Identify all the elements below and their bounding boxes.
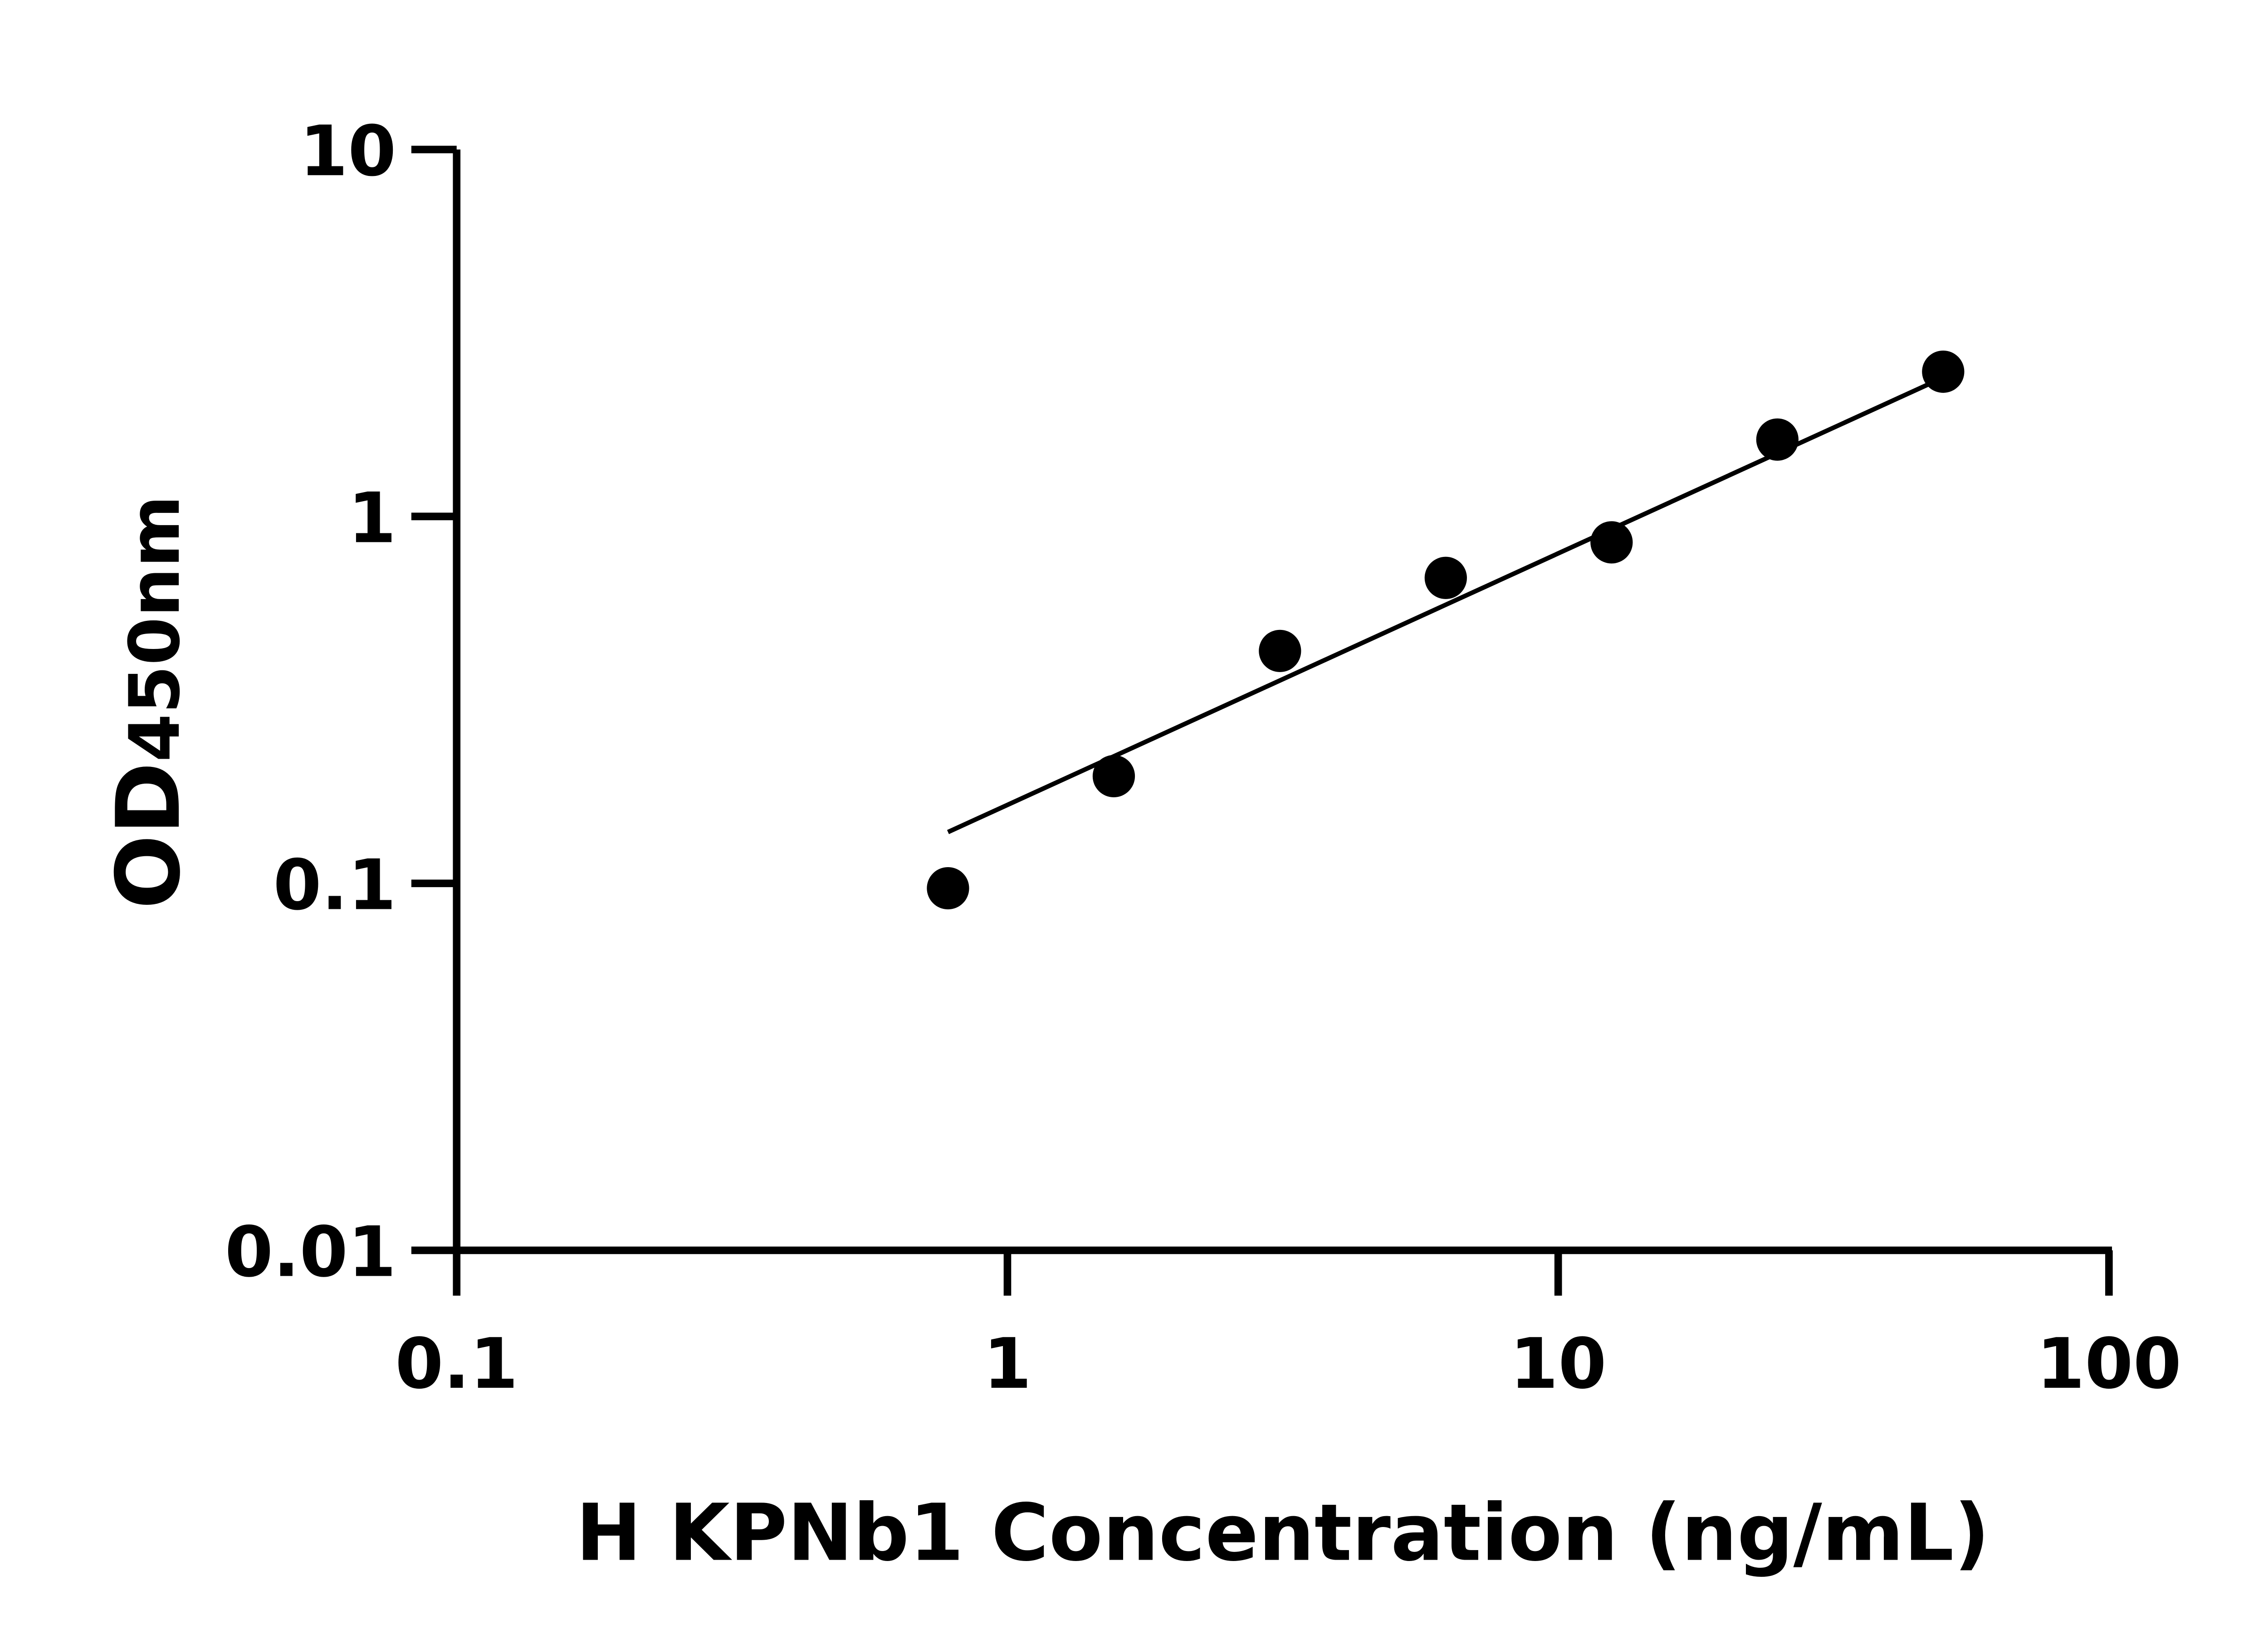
data-point	[1259, 629, 1301, 672]
x-axis-label: H KPNb1 Concentration (ng/mL)	[576, 1487, 1989, 1579]
data-point	[927, 867, 969, 910]
axes	[453, 149, 2112, 1254]
data-marks	[927, 350, 1965, 910]
y-tick-label: 1	[348, 478, 396, 559]
x-tick-label: 100	[2037, 1324, 2182, 1405]
y-axis-label: OD450nm	[98, 495, 200, 909]
y-tick-label: 0.01	[225, 1212, 396, 1293]
y-axis-label-main: OD	[98, 762, 200, 909]
ticks: 0.01 0.1 1 10 0.1 1 10 100	[225, 111, 2182, 1405]
data-point	[1590, 521, 1633, 564]
y-axis-label-sub: 450nm	[115, 495, 196, 762]
y-tick-label: 0.1	[273, 845, 396, 926]
data-point	[1092, 755, 1135, 798]
x-tick-label: 0.1	[395, 1324, 518, 1405]
data-point	[1922, 350, 1965, 393]
data-point	[1756, 418, 1799, 461]
data-point	[1424, 556, 1467, 599]
y-tick-label: 10	[299, 111, 396, 192]
x-tick-label: 10	[1510, 1324, 1607, 1405]
x-tick-label: 1	[983, 1324, 1032, 1405]
